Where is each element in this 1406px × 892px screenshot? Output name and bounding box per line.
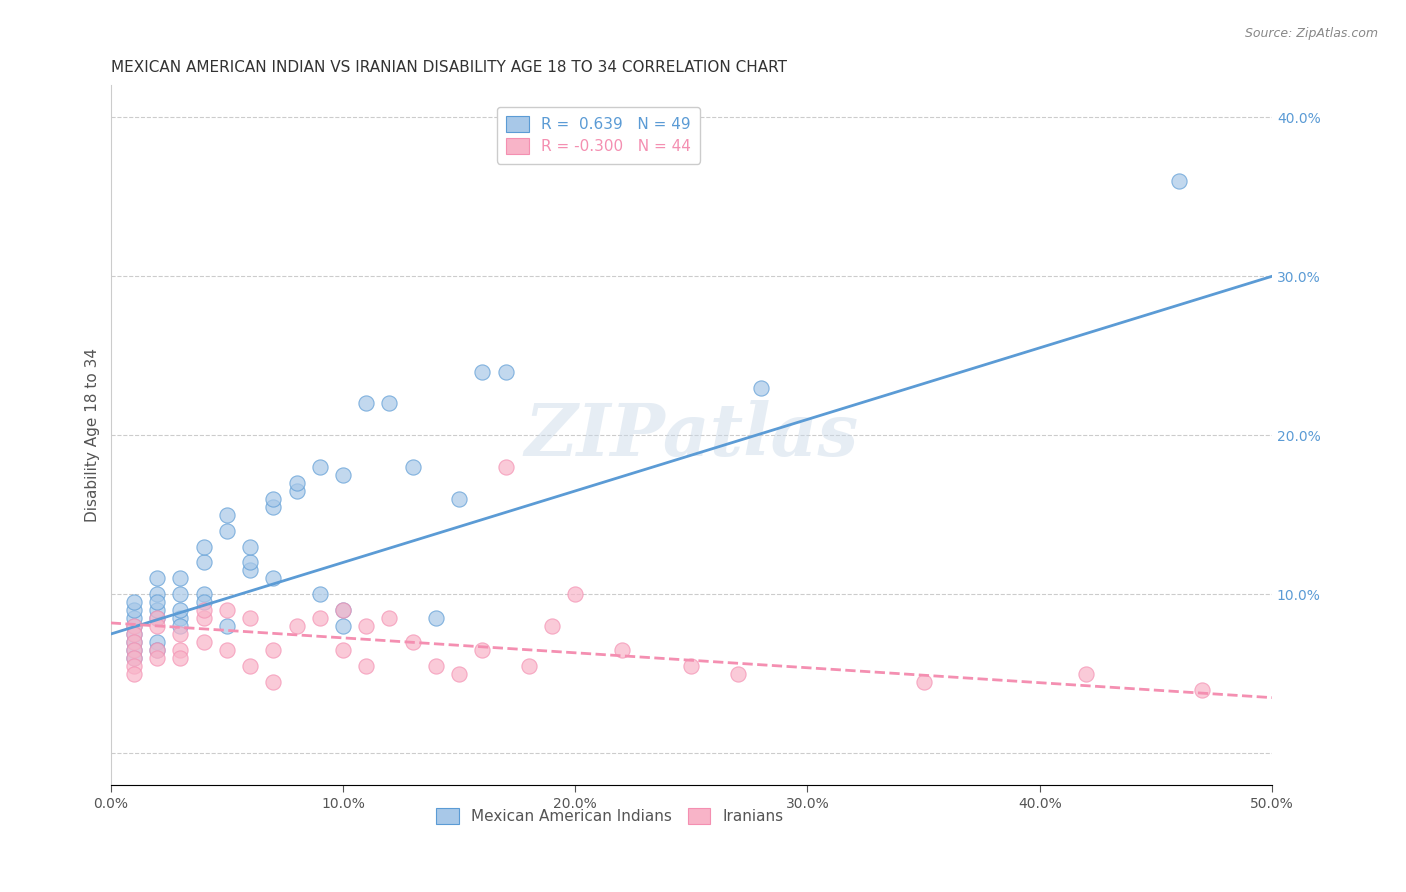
Text: ZIPatlas: ZIPatlas — [524, 400, 859, 471]
Point — [1191, 682, 1213, 697]
Point — [215, 643, 238, 657]
Point — [471, 643, 494, 657]
Point — [146, 611, 169, 625]
Text: Source: ZipAtlas.com: Source: ZipAtlas.com — [1244, 27, 1378, 40]
Point — [146, 643, 169, 657]
Point — [378, 611, 401, 625]
Point — [332, 603, 354, 617]
Point — [122, 627, 145, 641]
Y-axis label: Disability Age 18 to 34: Disability Age 18 to 34 — [86, 348, 100, 523]
Point — [471, 365, 494, 379]
Point — [169, 571, 191, 585]
Point — [262, 491, 284, 506]
Point — [215, 508, 238, 522]
Point — [239, 540, 262, 554]
Point — [146, 595, 169, 609]
Point — [262, 571, 284, 585]
Point — [308, 460, 330, 475]
Point — [332, 643, 354, 657]
Point — [169, 651, 191, 665]
Point — [122, 627, 145, 641]
Point — [122, 603, 145, 617]
Point — [401, 635, 423, 649]
Point — [193, 595, 215, 609]
Point — [169, 603, 191, 617]
Point — [122, 651, 145, 665]
Point — [169, 643, 191, 657]
Point — [239, 658, 262, 673]
Point — [378, 396, 401, 410]
Point — [449, 491, 471, 506]
Point — [1168, 174, 1191, 188]
Text: MEXICAN AMERICAN INDIAN VS IRANIAN DISABILITY AGE 18 TO 34 CORRELATION CHART: MEXICAN AMERICAN INDIAN VS IRANIAN DISAB… — [111, 60, 787, 75]
Point — [146, 611, 169, 625]
Point — [912, 674, 935, 689]
Point — [564, 587, 586, 601]
Point — [749, 381, 772, 395]
Point — [122, 619, 145, 633]
Point — [285, 619, 308, 633]
Point — [122, 643, 145, 657]
Point — [122, 619, 145, 633]
Point — [169, 627, 191, 641]
Point — [122, 643, 145, 657]
Point — [169, 619, 191, 633]
Point — [122, 651, 145, 665]
Point — [193, 556, 215, 570]
Point — [354, 396, 377, 410]
Point — [146, 571, 169, 585]
Point — [308, 611, 330, 625]
Point — [122, 658, 145, 673]
Point — [239, 611, 262, 625]
Point — [541, 619, 564, 633]
Point — [193, 587, 215, 601]
Point — [262, 674, 284, 689]
Point — [262, 643, 284, 657]
Point — [1076, 666, 1098, 681]
Point — [610, 643, 633, 657]
Point — [262, 500, 284, 514]
Point — [122, 635, 145, 649]
Point — [495, 460, 517, 475]
Point — [449, 666, 471, 681]
Point — [146, 587, 169, 601]
Point — [193, 635, 215, 649]
Point — [354, 619, 377, 633]
Point — [169, 587, 191, 601]
Point — [727, 666, 749, 681]
Point — [122, 595, 145, 609]
Point — [122, 635, 145, 649]
Legend: Mexican American Indians, Iranians: Mexican American Indians, Iranians — [427, 799, 793, 833]
Point — [193, 603, 215, 617]
Point — [146, 619, 169, 633]
Point — [239, 556, 262, 570]
Point — [285, 483, 308, 498]
Point — [215, 603, 238, 617]
Point — [122, 611, 145, 625]
Point — [425, 658, 447, 673]
Point — [681, 658, 703, 673]
Point — [146, 651, 169, 665]
Point — [401, 460, 423, 475]
Point — [193, 540, 215, 554]
Point — [285, 475, 308, 490]
Point — [193, 611, 215, 625]
Point — [332, 619, 354, 633]
Point — [308, 587, 330, 601]
Point — [146, 603, 169, 617]
Point — [215, 524, 238, 538]
Point — [517, 658, 540, 673]
Point — [146, 635, 169, 649]
Point — [122, 666, 145, 681]
Point — [495, 365, 517, 379]
Point — [332, 468, 354, 483]
Point — [169, 611, 191, 625]
Point — [425, 611, 447, 625]
Point — [239, 564, 262, 578]
Point — [146, 643, 169, 657]
Point — [354, 658, 377, 673]
Point — [332, 603, 354, 617]
Point — [215, 619, 238, 633]
